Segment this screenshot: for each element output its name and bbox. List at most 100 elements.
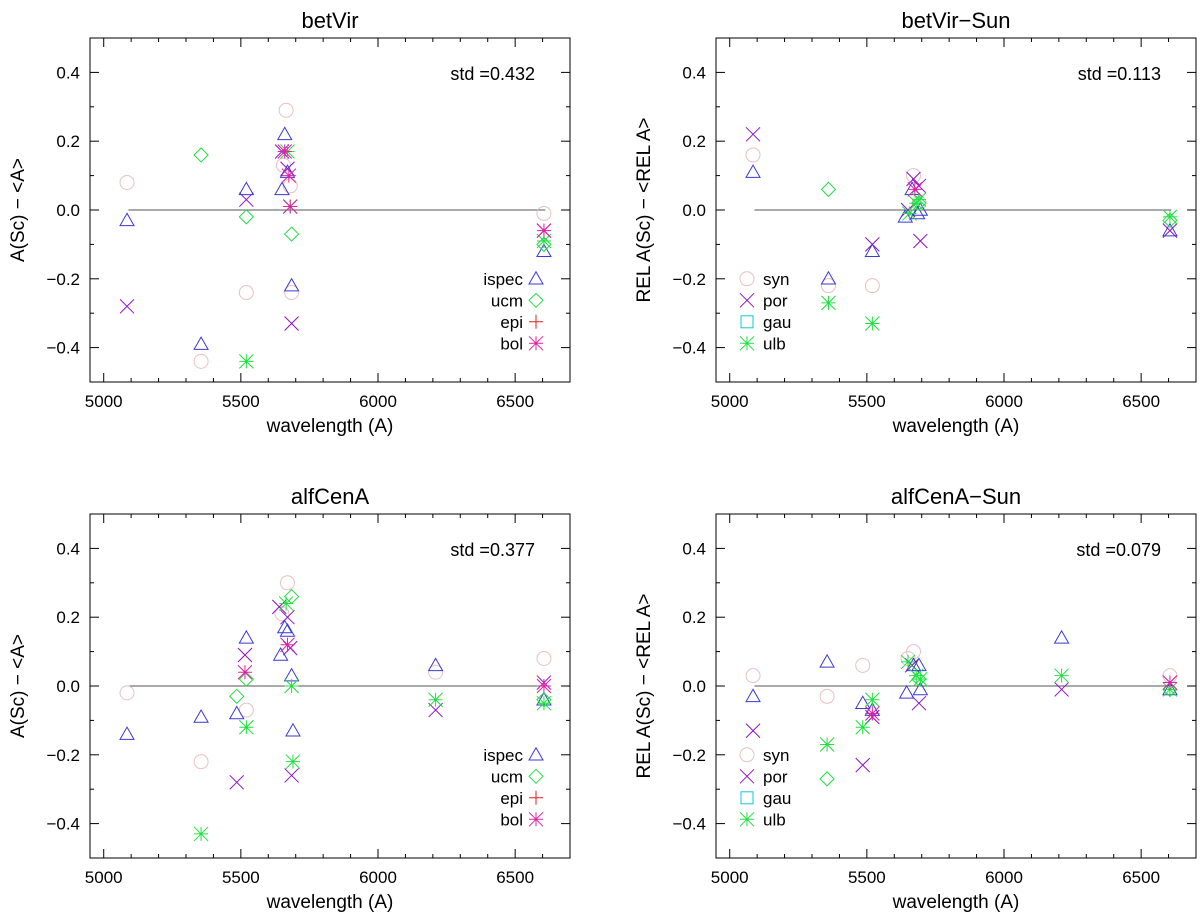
chart-panel-4: alfCenA−Sun 5000 5500 6000 6500 −0.4 −0.2 0.0 0.… (634, 484, 1197, 913)
data-point-syn (284, 285, 300, 301)
data-point-por (912, 233, 928, 249)
data-point-por (119, 298, 135, 314)
data-point-ispec (745, 688, 761, 703)
series-ulb (819, 654, 1178, 752)
y-axis-label: A(Sc) − <A> (8, 158, 29, 262)
series-ispec (119, 619, 552, 740)
legend-marker-syn (739, 271, 755, 287)
legend-label-ucm: ucm (491, 291, 523, 310)
data-point-ucm (193, 147, 209, 163)
x-tick-label: 6000 (985, 392, 1023, 411)
legend-marker-bol (528, 335, 544, 351)
y-tick-label: 0.2 (56, 132, 80, 151)
y-tick-label: 0.2 (56, 608, 80, 627)
x-tick-label: 5500 (848, 392, 886, 411)
data-point-ispec (912, 681, 929, 696)
data-point-por (229, 774, 245, 790)
legend-label-epi: epi (500, 789, 523, 808)
data-point-bol (536, 678, 552, 694)
chart-panel-1: betVir 5000 5500 6000 6500 −0.4 −0.2 0.0 0.2 0.4 w… (8, 8, 571, 437)
data-point-syn (745, 668, 761, 684)
y-tick-label: −0.4 (672, 815, 706, 834)
x-tick-label: 6000 (359, 868, 397, 887)
data-point-ulb (821, 295, 836, 311)
legend: ispec ucm epi bol (483, 270, 544, 353)
series-ispec (119, 126, 552, 350)
data-point-ispec (1053, 629, 1070, 644)
data-point-syn (282, 178, 298, 194)
x-axis-label: wavelength (A) (892, 892, 1020, 913)
series-ispec (745, 629, 1178, 716)
data-point-ispec (536, 243, 552, 258)
series-por (745, 126, 1178, 252)
data-point-syn (855, 657, 871, 673)
data-point-por (428, 702, 443, 718)
legend: syn por gau ulb (739, 270, 791, 353)
data-point-syn (278, 102, 294, 118)
chart-title: betVir−Sun (901, 8, 1010, 33)
data-point-ulb (864, 692, 880, 708)
data-point-ispec (864, 243, 881, 258)
legend-label-ucm: ucm (491, 767, 523, 786)
x-tick-label: 6500 (1122, 868, 1160, 887)
series-por (119, 144, 552, 331)
y-tick-label: −0.4 (672, 339, 706, 358)
x-tick-label: 5000 (85, 392, 123, 411)
data-point-syn (905, 168, 921, 184)
data-point-ispec (228, 705, 245, 720)
data-point-syn (119, 174, 135, 190)
data-point-ulb (900, 654, 916, 670)
x-axis-label: wavelength (A) (266, 416, 394, 437)
data-point-bol (282, 199, 298, 214)
x-tick-label: 5500 (222, 392, 260, 411)
data-point-ulb (193, 826, 209, 842)
data-point-ulb (902, 206, 917, 221)
legend-marker-epi (529, 314, 543, 329)
x-tick-label: 6500 (1122, 392, 1160, 411)
data-point-ulb (536, 233, 552, 249)
y-tick-label: 0.4 (56, 539, 80, 558)
y-tick-label: −0.4 (46, 339, 80, 358)
legend-label-ulb: ulb (763, 334, 786, 353)
data-point-ucm (283, 588, 300, 605)
series-bol (907, 182, 923, 197)
series-por (745, 658, 1178, 773)
legend-marker-por (739, 292, 755, 308)
data-point-ispec (854, 695, 871, 709)
data-point-ulb (284, 678, 299, 694)
legend-label-por: por (763, 291, 788, 310)
data-point-por (284, 768, 299, 783)
data-point-ispec (1162, 222, 1178, 237)
data-point-bol (1162, 675, 1178, 690)
legend: syn por gau ulb (739, 746, 791, 829)
legend-marker-syn (739, 747, 755, 763)
y-axis-label: REL A(Sc) − <REL A> (634, 118, 655, 303)
data-point-bol (237, 664, 253, 680)
data-point-ucm (911, 671, 927, 687)
std-annotation: std =0.079 (1076, 540, 1161, 560)
data-point-por (1054, 682, 1069, 697)
y-tick-label: 0.4 (56, 63, 80, 82)
legend-label-bol: bol (500, 810, 523, 829)
std-annotation: std =0.113 (1078, 64, 1161, 84)
y-tick-label: −0.2 (672, 746, 706, 765)
legend-label-ispec: ispec (483, 746, 523, 765)
series-bol (277, 144, 552, 238)
x-tick-label: 5500 (848, 868, 886, 887)
y-tick-label: 0.4 (682, 63, 706, 82)
y-tick-label: 0.0 (682, 201, 706, 220)
data-point-ulb (864, 316, 880, 331)
legend-marker-gau (740, 315, 754, 329)
data-point-syn (536, 650, 552, 666)
data-point-syn (274, 606, 290, 622)
data-point-ispec (238, 181, 255, 196)
data-point-ispec (193, 336, 209, 350)
data-point-syn (428, 664, 444, 680)
data-point-ulb (536, 695, 552, 711)
series-ucm (820, 181, 1178, 229)
legend-label-epi: epi (500, 313, 523, 332)
legend-marker-bol (528, 811, 544, 827)
data-point-ispec (912, 201, 929, 216)
x-tick-label: 5000 (711, 868, 749, 887)
data-point-ispec (119, 726, 135, 740)
